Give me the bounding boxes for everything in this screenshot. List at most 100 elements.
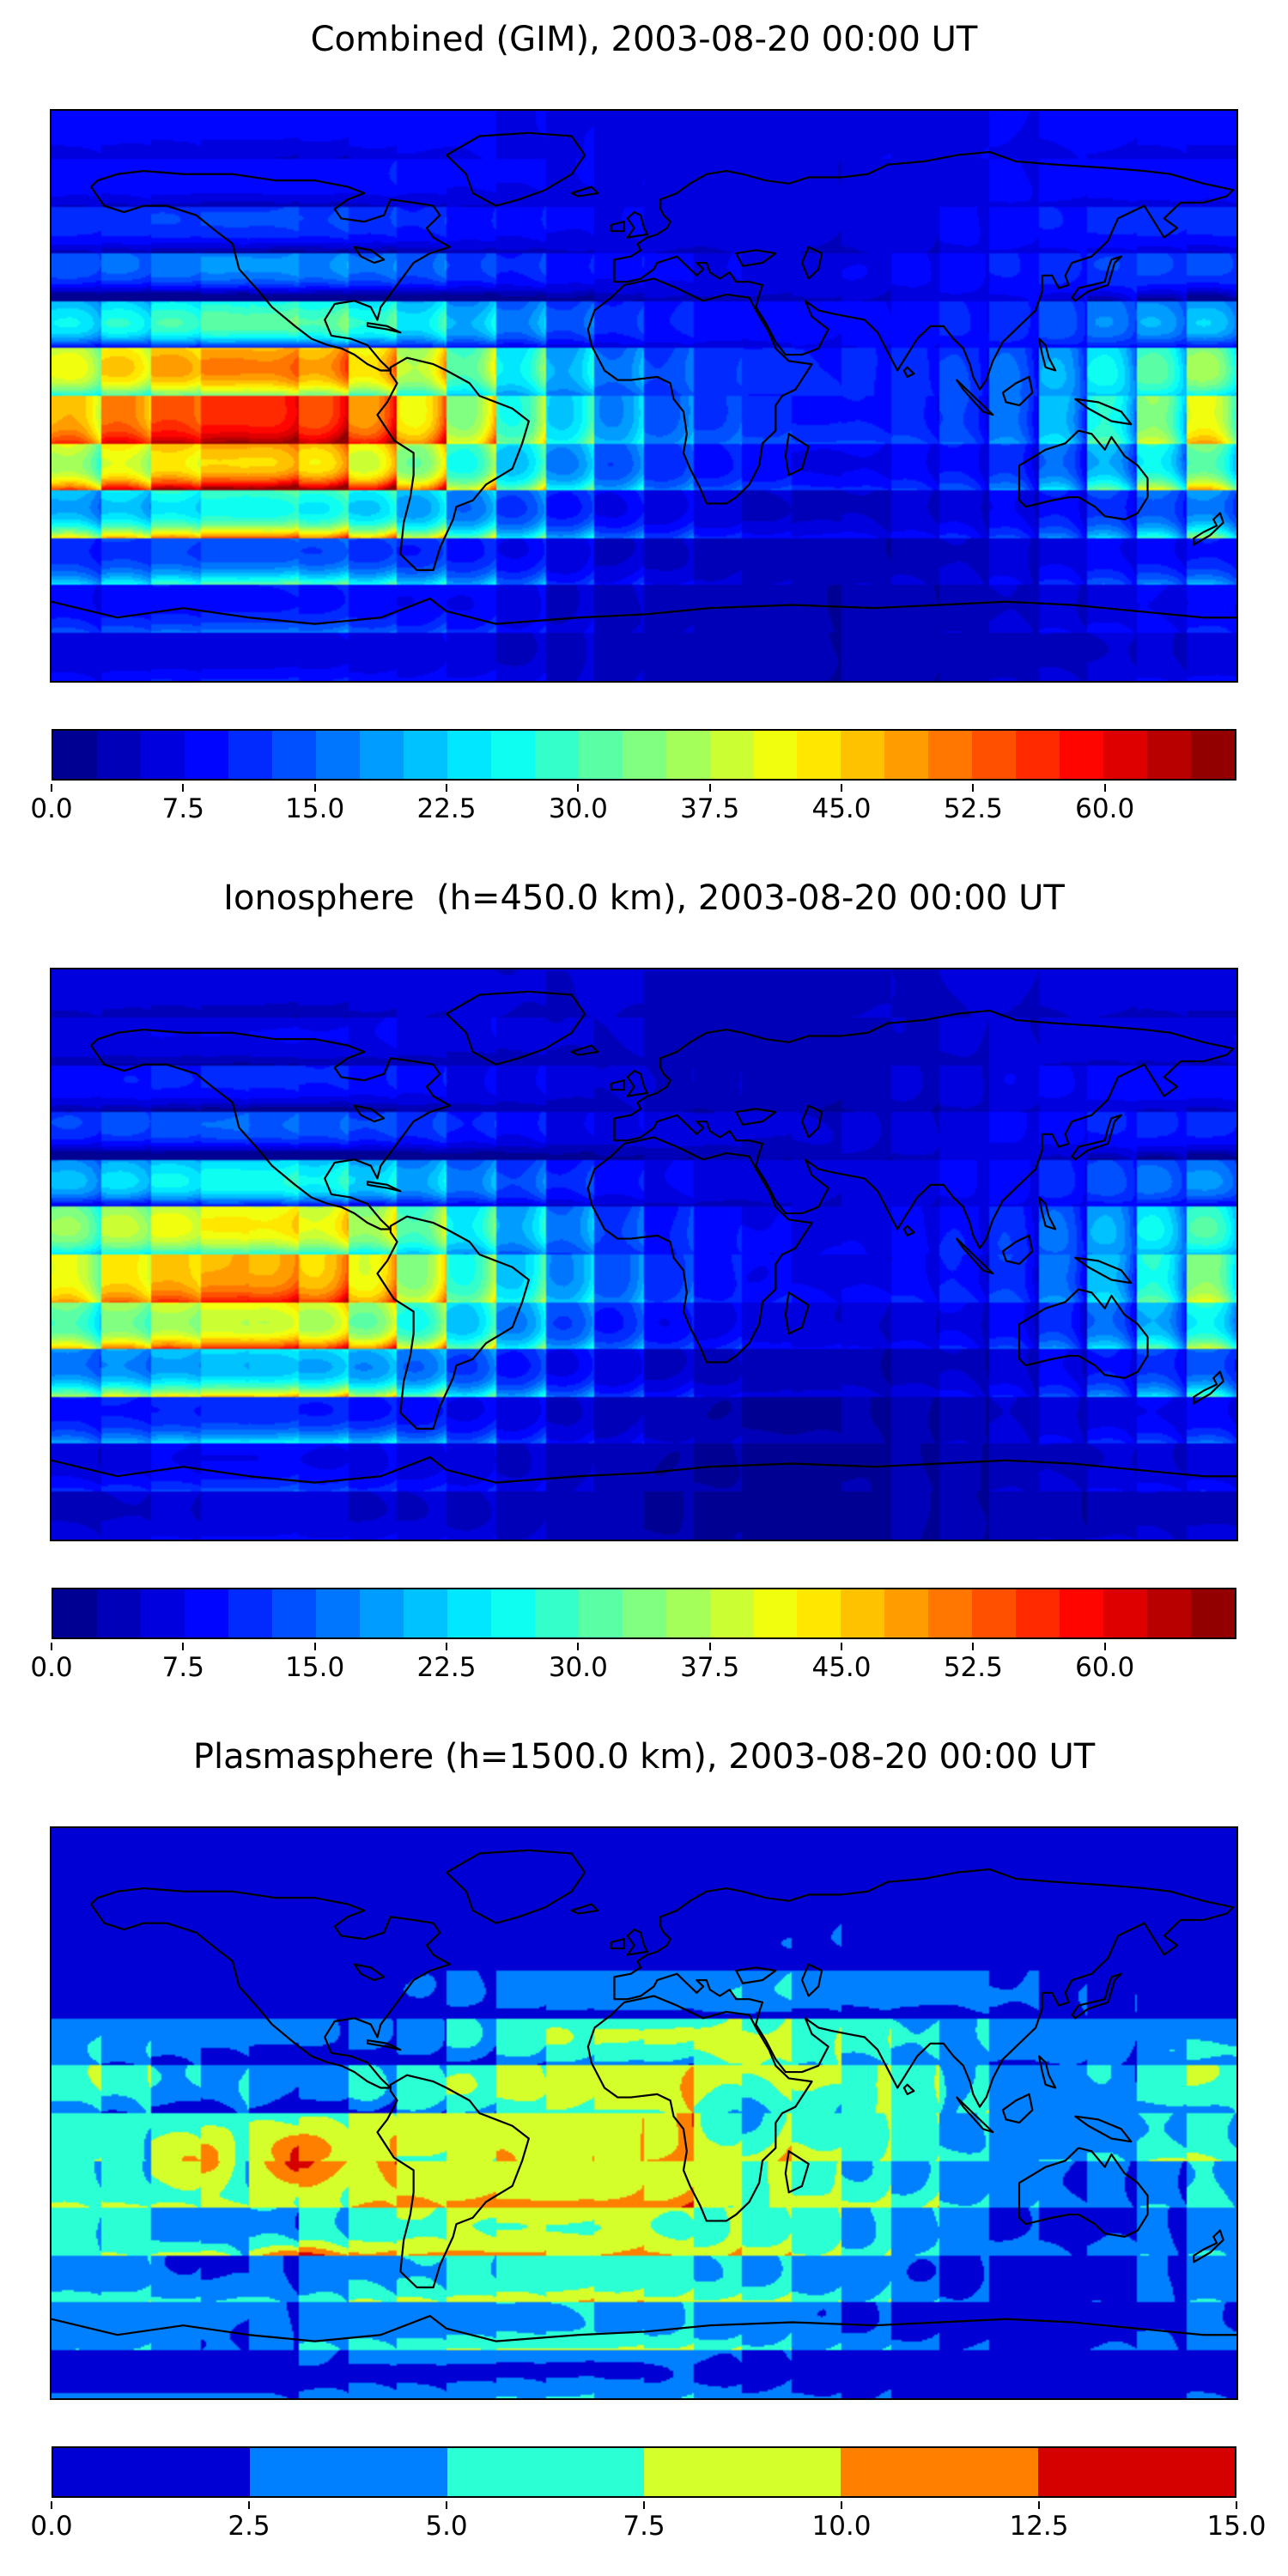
colorbar-segment <box>972 1589 1017 1637</box>
colorbar-segment <box>1060 731 1104 779</box>
coastline-path <box>957 380 993 416</box>
colorbar-segment <box>271 731 316 779</box>
colorbar-tick-label: 22.5 <box>416 1652 477 1683</box>
colorbar-tick-label: 52.5 <box>943 1652 1003 1683</box>
coastline-path <box>904 368 914 377</box>
coastline-path <box>1019 2148 1148 2237</box>
colorbar-segment <box>403 731 447 779</box>
colorbar-segment <box>490 731 535 779</box>
coastline-path <box>378 2075 529 2287</box>
colorbar-segment <box>140 731 185 779</box>
coastline-path <box>611 222 624 231</box>
colorbar-tick-label: 10.0 <box>811 2511 872 2542</box>
colorbar <box>52 2446 1236 2498</box>
colorbar-tick-label: 45.0 <box>811 1652 872 1683</box>
colorbar-segment <box>578 731 623 779</box>
colorbar-segment <box>1191 1589 1236 1637</box>
coastline-path <box>628 1071 647 1097</box>
colorbar-segment <box>490 1589 535 1637</box>
colorbar-segment <box>534 731 579 779</box>
colorbar-segment <box>753 731 798 779</box>
colorbar-segment <box>1103 1589 1148 1637</box>
colorbar-tick-mark <box>1103 784 1106 792</box>
coastline-path <box>1072 1974 1121 2019</box>
panel-combined: Combined (GIM), 2003-08-20 00:00 UT 0.0 7… <box>0 0 1288 859</box>
colorbar-segment <box>797 1589 841 1637</box>
colorbar-segment <box>709 1589 754 1637</box>
colorbar-segment <box>1016 731 1060 779</box>
coastline-path <box>52 598 1236 624</box>
colorbar-tick-mark <box>708 1643 711 1650</box>
colorbar-tick-mark <box>972 1643 975 1650</box>
colorbar-segment <box>1147 731 1192 779</box>
coastline-path <box>786 2151 809 2192</box>
coastline-path <box>368 2040 400 2050</box>
colorbar-segment <box>665 731 710 779</box>
colorbar-segment <box>972 731 1017 779</box>
colorbar-tick-label: 5.0 <box>425 2511 468 2542</box>
colorbar-segment <box>928 731 973 779</box>
coastline-path <box>615 1869 1234 2107</box>
map-plasmasphere <box>50 1826 1238 2400</box>
colorbar-wrap-combined: 0.0 7.5 15.0 22.5 30.0 37.5 45.0 52.5 60.0 <box>30 729 1236 829</box>
colorbar-segment <box>1016 1589 1060 1637</box>
coastline-path <box>1039 2057 1055 2088</box>
colorbar-ticks: 0.0 7.5 15.0 22.5 30.0 37.5 45.0 52.5 60.0 <box>30 784 1236 829</box>
colorbar-tick-mark <box>1236 2501 1237 2509</box>
colorbar-segment <box>884 1589 929 1637</box>
colorbar-segment <box>841 1589 885 1637</box>
colorbar-segment <box>841 2448 1038 2496</box>
world-coastlines-overlay <box>52 969 1236 1540</box>
colorbar-tick-mark <box>841 1643 842 1650</box>
colorbar-segment <box>1060 1589 1104 1637</box>
colorbar-segment <box>1191 731 1236 779</box>
world-coastlines-overlay <box>52 111 1236 681</box>
tec-heatmap-canvas <box>52 1828 1236 2398</box>
colorbar-segment <box>96 1589 141 1637</box>
colorbar-segment <box>447 1589 491 1637</box>
colorbar-tick-label: 60.0 <box>1075 1652 1135 1683</box>
colorbar-tick-mark <box>577 1643 580 1650</box>
coastline-path <box>91 1030 450 1229</box>
colorbar-tick-mark <box>51 1643 52 1650</box>
panel-title-ionosphere: Ionosphere (h=450.0 km), 2003-08-20 00:0… <box>223 878 1065 918</box>
colorbar-tick-label: 15.0 <box>1206 2511 1267 2542</box>
colorbar-segment <box>884 731 929 779</box>
colorbar-segment <box>315 1589 360 1637</box>
coastline-path <box>628 212 647 238</box>
coastline-path <box>802 247 822 279</box>
coastline-path <box>904 1226 914 1236</box>
coastline-path <box>572 1905 598 1914</box>
colorbar-tick-label: 7.5 <box>161 793 204 824</box>
coastline-path <box>628 1929 647 1955</box>
map-ionosphere <box>50 968 1238 1541</box>
coastline-path <box>786 1292 809 1334</box>
colorbar-segment <box>184 731 228 779</box>
coastline-path <box>802 1965 822 1996</box>
colorbar-segment <box>447 2448 644 2496</box>
coastline-path <box>588 1996 812 2221</box>
colorbar-tick-mark <box>446 1643 447 1650</box>
colorbar-segment <box>665 1589 710 1637</box>
colorbar-tick-label: 0.0 <box>30 793 73 824</box>
colorbar-tick-label: 30.0 <box>548 1652 608 1683</box>
coastline-path <box>904 2085 914 2094</box>
colorbar-wrap-ionosphere: 0.0 7.5 15.0 22.5 30.0 37.5 45.0 52.5 60.0 <box>30 1588 1236 1687</box>
coastline-path <box>615 152 1234 390</box>
colorbar-segment <box>228 1589 272 1637</box>
colorbar-segment <box>841 731 885 779</box>
colorbar-segment <box>1037 2448 1235 2496</box>
coastline-path <box>1019 1290 1148 1378</box>
coastline-path <box>588 1138 812 1363</box>
colorbar-segment <box>1147 1589 1192 1637</box>
colorbar-segment <box>271 1589 316 1637</box>
colorbar-segment <box>359 731 404 779</box>
colorbar-tick-mark <box>248 2501 250 2509</box>
coastline-path <box>1072 1115 1121 1160</box>
coastline-path <box>355 1106 385 1121</box>
coastline-path <box>91 171 450 370</box>
colorbar-tick-mark <box>1103 1643 1106 1650</box>
colorbar-segment <box>53 1589 97 1637</box>
coastline-path <box>611 1939 624 1948</box>
coastline-path <box>572 1046 598 1055</box>
